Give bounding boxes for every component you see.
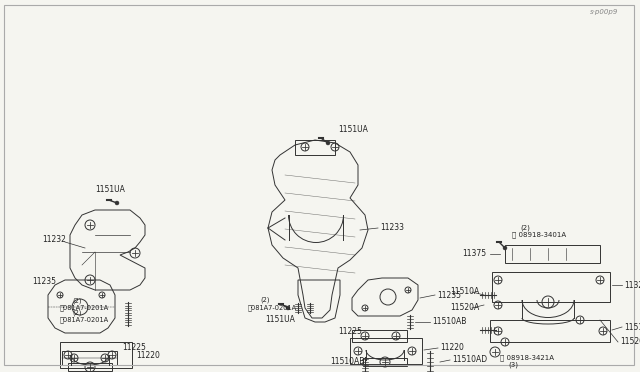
Text: 11510A: 11510A — [624, 323, 640, 331]
Circle shape — [115, 201, 119, 205]
Bar — [295, 140, 335, 155]
Text: 11220: 11220 — [440, 343, 464, 353]
Bar — [350, 338, 422, 364]
Bar — [352, 330, 407, 342]
Text: 11320: 11320 — [624, 280, 640, 289]
Text: 11510A: 11510A — [450, 288, 479, 296]
Text: 11232: 11232 — [42, 235, 66, 244]
Bar — [363, 358, 407, 366]
Circle shape — [326, 141, 330, 145]
Text: 1151UA: 1151UA — [338, 125, 368, 135]
Bar — [68, 363, 112, 371]
Text: Ⓝ 08918-3421A: Ⓝ 08918-3421A — [500, 355, 554, 361]
Text: 11510AD: 11510AD — [452, 356, 487, 365]
Text: (3): (3) — [508, 362, 518, 368]
Text: 11220: 11220 — [136, 350, 160, 359]
Text: 11225: 11225 — [122, 343, 146, 353]
Text: (2): (2) — [72, 310, 81, 316]
Text: (2): (2) — [260, 297, 269, 303]
Bar — [490, 320, 610, 342]
Text: Ⓑ081A7-0201A: Ⓑ081A7-0201A — [248, 305, 297, 311]
Text: (2): (2) — [520, 225, 530, 231]
Text: Ⓝ 08918-3401A: Ⓝ 08918-3401A — [512, 232, 566, 238]
Bar — [62, 351, 117, 365]
Bar — [60, 342, 132, 368]
Text: 11375: 11375 — [462, 250, 486, 259]
Text: s·p00p9: s·p00p9 — [589, 9, 618, 15]
Text: (2): (2) — [72, 298, 81, 304]
Text: 1151UA: 1151UA — [95, 186, 125, 195]
Text: 11520A: 11520A — [620, 337, 640, 346]
Text: 11233: 11233 — [380, 224, 404, 232]
Text: Ⓑ081A7-0201A: Ⓑ081A7-0201A — [60, 317, 109, 323]
Text: 11225: 11225 — [338, 327, 362, 337]
Circle shape — [286, 306, 290, 310]
Text: 11510AB: 11510AB — [330, 357, 364, 366]
Text: 11520A: 11520A — [450, 304, 479, 312]
Bar — [505, 245, 600, 263]
Circle shape — [503, 246, 507, 250]
Text: 11235: 11235 — [32, 278, 56, 286]
Text: Ⓑ081A7-0201A: Ⓑ081A7-0201A — [60, 305, 109, 311]
Text: 11510AB: 11510AB — [432, 317, 467, 327]
Bar — [492, 272, 610, 302]
Text: 1151UA: 1151UA — [265, 315, 295, 324]
Text: 11235: 11235 — [437, 291, 461, 299]
